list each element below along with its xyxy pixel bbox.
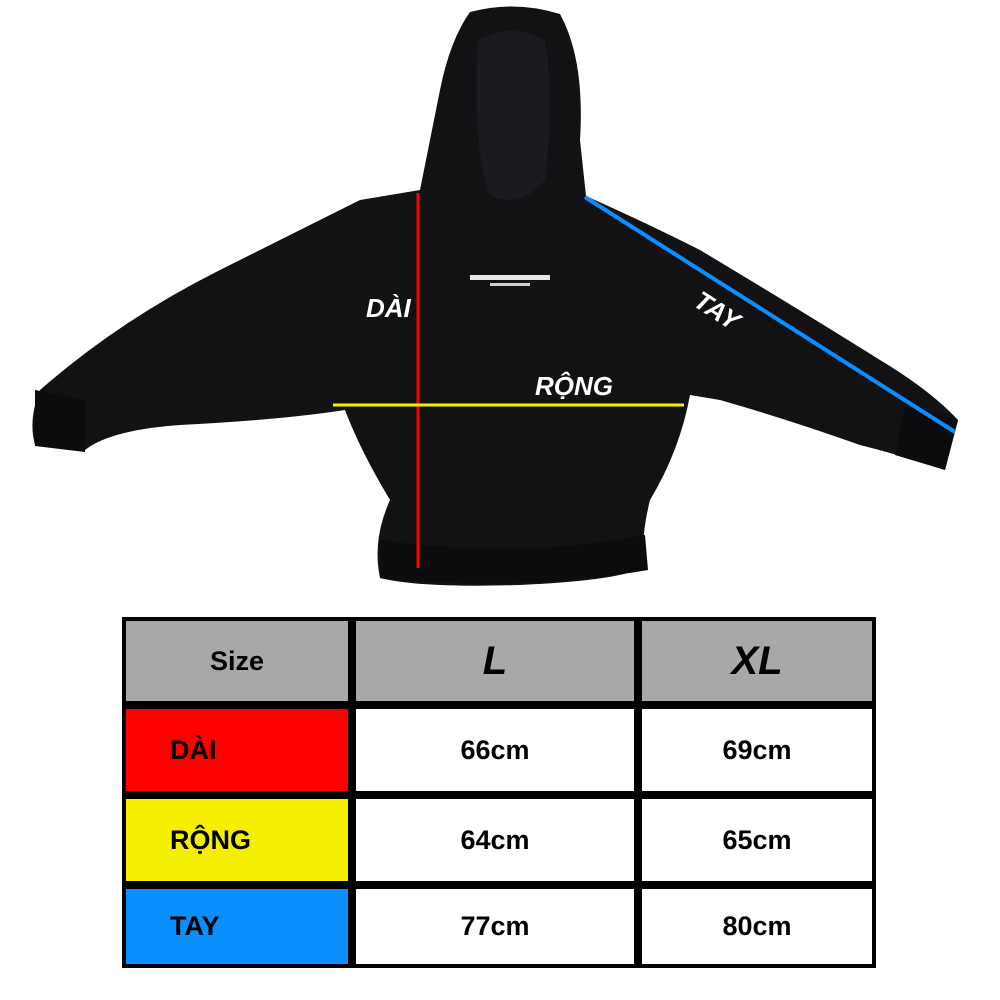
- width-label: RỘNG: [535, 371, 613, 401]
- sleeve-l-value: 77cm: [356, 889, 634, 964]
- row-label-length: DÀI: [126, 709, 348, 791]
- width-xl-value: 65cm: [642, 799, 872, 881]
- row-label-width: RỘNG: [126, 799, 348, 881]
- hoodie-shape: [32, 6, 959, 586]
- width-l-value: 64cm: [356, 799, 634, 881]
- header-size-l: L: [356, 621, 634, 701]
- length-xl-value: 69cm: [642, 709, 872, 791]
- length-l-value: 66cm: [356, 709, 634, 791]
- row-label-sleeve: TAY: [126, 889, 348, 964]
- header-size-xl: XL: [642, 621, 872, 701]
- length-label: DÀI: [366, 293, 412, 323]
- sleeve-xl-value: 80cm: [642, 889, 872, 964]
- header-size: Size: [126, 621, 348, 701]
- hoodie-illustration: DÀI RỘNG TAY: [32, 6, 959, 586]
- size-table: Size L XL DÀI 66cm 69cm RỘNG 64cm 65cm T…: [122, 617, 876, 968]
- sleeve-measure-line: [583, 195, 957, 434]
- brand-print: [470, 275, 550, 280]
